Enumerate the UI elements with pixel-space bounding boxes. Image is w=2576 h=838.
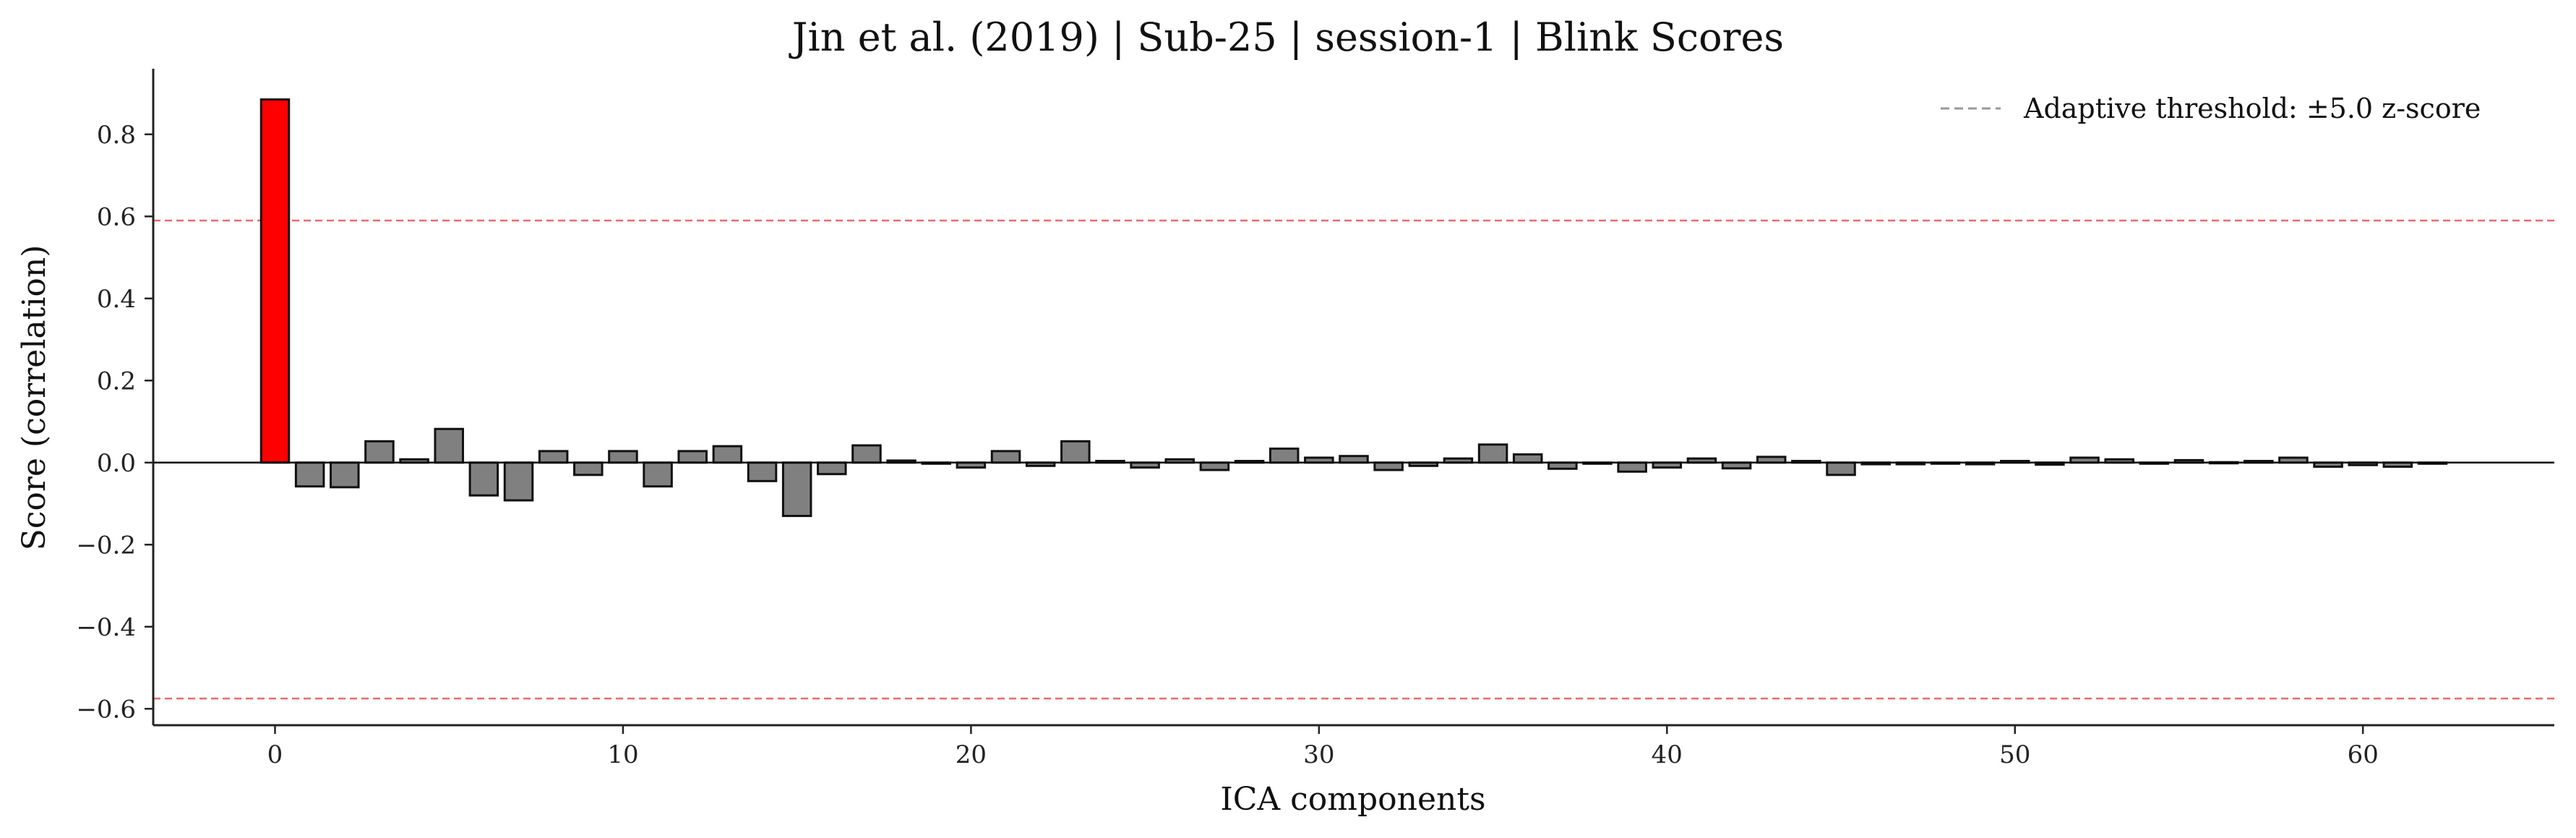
x-tick-label-60: 60 (2348, 740, 2379, 769)
bar-39 (1617, 461, 1647, 473)
chart-title: Jin et al. (2019) | Sub-25 | session-1 |… (789, 14, 1784, 60)
flagged-bar-0 (259, 98, 291, 464)
bar-45 (1826, 461, 1856, 476)
x-ticks: 0 10 20 30 40 50 60 (267, 725, 2379, 769)
threshold-lines (153, 219, 2554, 700)
x-axis-label: ICA components (1220, 781, 1485, 818)
x-tick-label-40: 40 (1652, 740, 1683, 769)
bar-6 (468, 461, 499, 497)
x-tick-label-20: 20 (956, 740, 987, 769)
axes (152, 69, 2554, 727)
bar-31 (1339, 455, 1369, 464)
y-tick-label-3: 0.0 (97, 449, 136, 478)
legend: Adaptive threshold: ±5.0 z-score (1941, 93, 2481, 124)
y-axis-label: Score (correlation) (16, 245, 53, 551)
legend-label: Adaptive threshold: ±5.0 z-score (2023, 93, 2481, 124)
y-tick-label-4: 0.2 (97, 367, 136, 396)
y-tick-label-5: 0.4 (97, 285, 136, 314)
bar-14 (747, 461, 778, 482)
bar-15 (781, 461, 812, 518)
bar-series (259, 98, 2448, 518)
bar-2 (330, 461, 360, 489)
bar-7 (503, 461, 534, 502)
bar-1 (294, 461, 325, 488)
y-tick-label-1: −0.4 (76, 613, 136, 642)
x-tick-label-0: 0 (267, 740, 283, 769)
bar-11 (643, 461, 673, 488)
bar-16 (817, 461, 847, 476)
bar-3 (364, 440, 395, 464)
bar-12 (677, 450, 708, 464)
bar-29 (1268, 448, 1300, 464)
x-tick-label-30: 30 (1303, 740, 1334, 769)
bar-36 (1512, 453, 1543, 464)
y-tick-label-0: −0.6 (76, 695, 136, 724)
bar-27 (1199, 461, 1230, 471)
y-tick-label-7: 0.8 (97, 121, 136, 150)
y-tick-label-2: −0.2 (76, 531, 136, 560)
bar-8 (538, 450, 569, 464)
x-tick-label-50: 50 (1999, 740, 2030, 769)
bar-13 (712, 445, 743, 464)
x-tick-label-10: 10 (607, 740, 638, 769)
bar-9 (573, 461, 604, 476)
y-ticks: −0.6 −0.4 −0.2 0.0 0.2 0.4 0.6 0.8 (76, 121, 153, 724)
bar-23 (1060, 440, 1091, 464)
bar-10 (608, 450, 638, 464)
y-tick-label-6: 0.6 (97, 202, 136, 231)
bar-37 (1547, 461, 1578, 470)
bar-32 (1373, 461, 1404, 471)
bar-17 (851, 444, 882, 464)
bar-21 (990, 450, 1021, 464)
bar-35 (1477, 443, 1508, 464)
bar-5 (434, 427, 464, 464)
